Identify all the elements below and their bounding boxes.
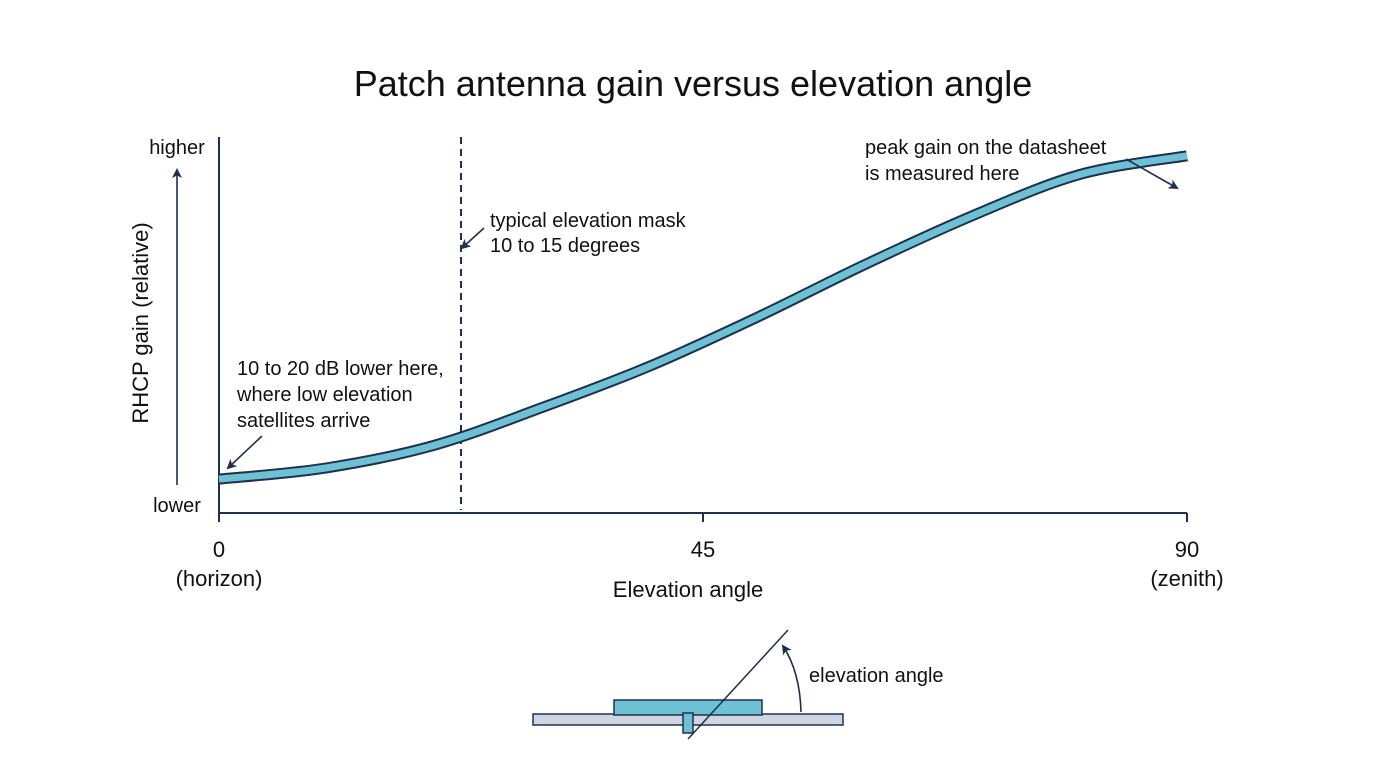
annotation-peak-arrow bbox=[1125, 158, 1179, 189]
x-tick-label: 0 bbox=[213, 537, 225, 562]
x-axis-label: Elevation angle bbox=[613, 577, 763, 602]
x-tick-label: 45 bbox=[691, 537, 715, 562]
y-low-label: lower bbox=[153, 495, 201, 517]
annotation-low-arrow bbox=[226, 435, 263, 470]
x-tick-sublabel: (zenith) bbox=[1150, 566, 1223, 591]
x-tick-sublabel: (horizon) bbox=[176, 566, 263, 591]
annotation-mask-line2: 10 to 15 degrees bbox=[490, 235, 640, 257]
x-ticks: 0 (horizon) 45 90 (zenith) bbox=[176, 513, 1224, 591]
gain-curve bbox=[218, 152, 1188, 483]
patch-antenna-diagram: elevation angle bbox=[532, 629, 944, 740]
annotation-mask-arrow bbox=[460, 227, 485, 250]
annotation-low-line2: where low elevation bbox=[236, 384, 413, 406]
feed-pin bbox=[682, 712, 694, 734]
annotation-peak-line1: peak gain on the datasheet bbox=[865, 137, 1107, 159]
annotation-peak-line2: is measured here bbox=[865, 163, 1020, 185]
elevation-angle-label: elevation angle bbox=[809, 665, 944, 687]
elevation-ray bbox=[687, 629, 789, 740]
y-high-label: higher bbox=[149, 137, 205, 159]
annotation-low-line3: satellites arrive bbox=[237, 410, 370, 432]
annotation-mask-line1: typical elevation mask bbox=[490, 210, 687, 232]
y-axis-label: RHCP gain (relative) bbox=[128, 222, 153, 423]
annotation-low-line1: 10 to 20 dB lower here, bbox=[237, 358, 444, 380]
elevation-arc-arrow bbox=[781, 644, 802, 713]
chart-title: Patch antenna gain versus elevation angl… bbox=[354, 63, 1032, 104]
x-tick-label: 90 bbox=[1175, 537, 1199, 562]
